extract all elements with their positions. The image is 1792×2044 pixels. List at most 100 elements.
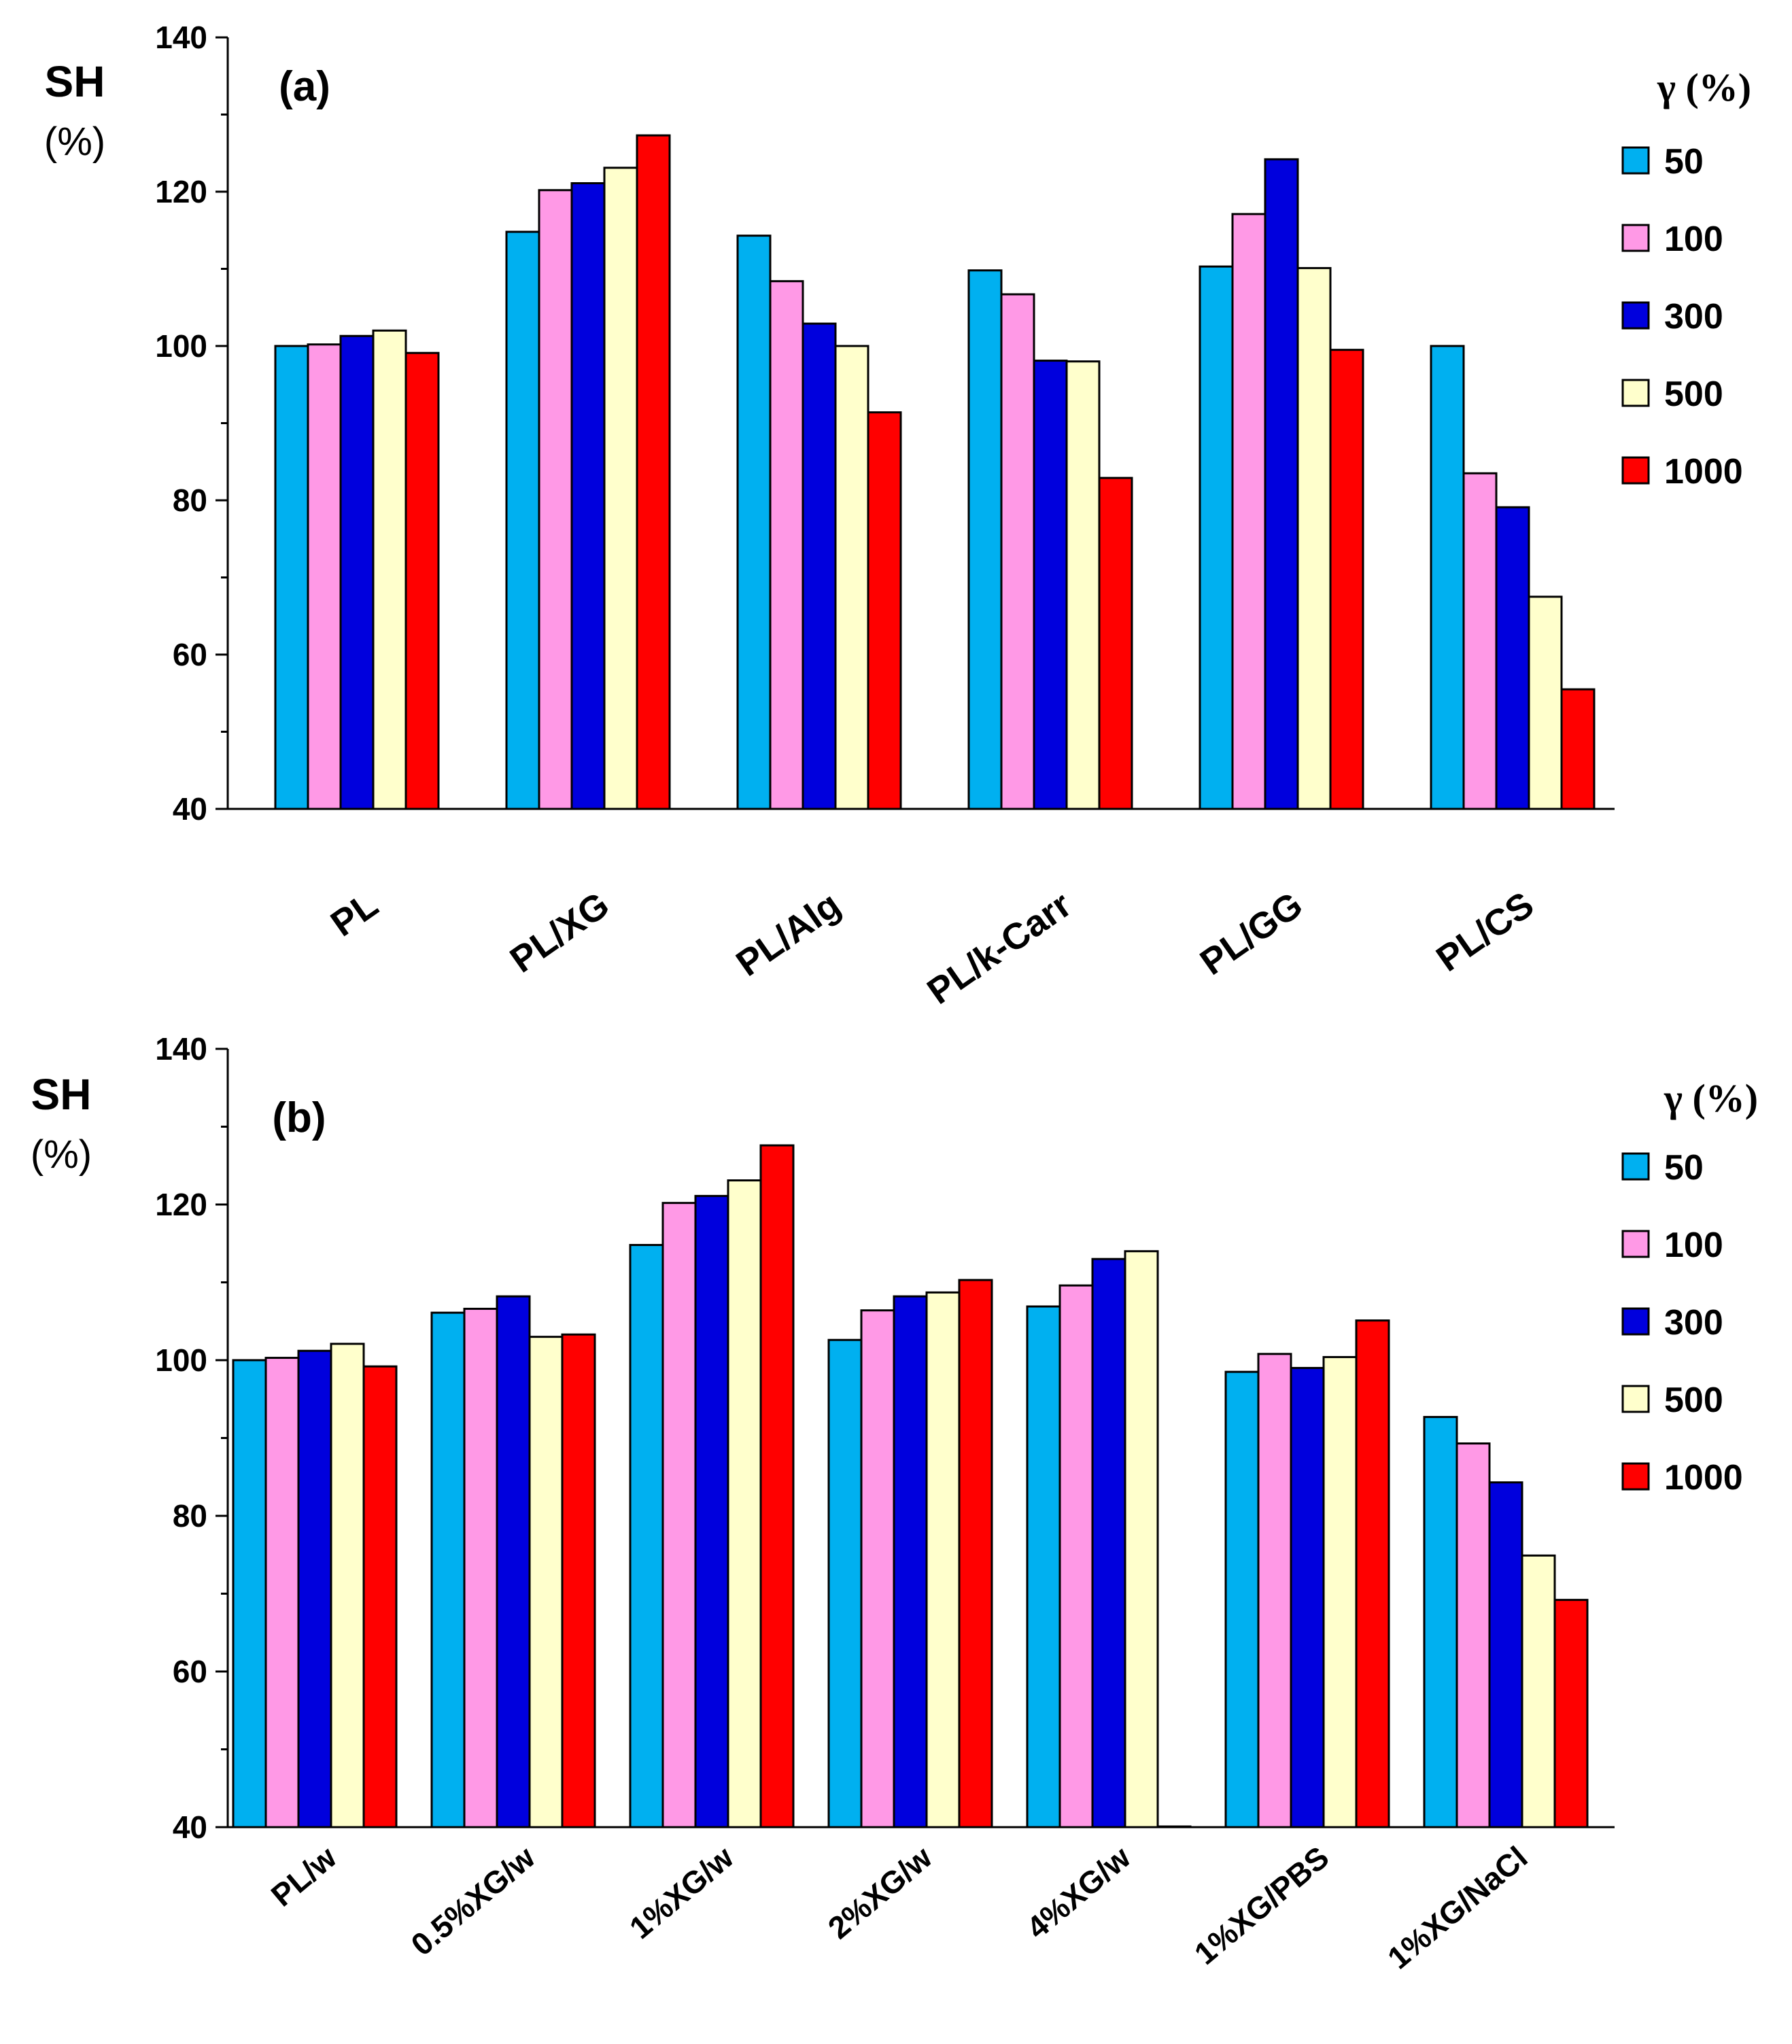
bar	[1156, 1825, 1192, 1829]
bar	[561, 1333, 596, 1829]
legend-swatch	[1621, 224, 1650, 252]
legend-label: 300	[1664, 297, 1723, 336]
bar	[330, 1343, 365, 1829]
bar	[1231, 213, 1267, 810]
bar	[404, 351, 440, 810]
bar	[430, 1311, 466, 1829]
bar	[372, 329, 407, 810]
bar	[802, 322, 837, 810]
y-tick-label: 60	[173, 637, 207, 672]
bar	[232, 1359, 267, 1829]
bar	[1329, 349, 1364, 810]
x-tick-label: 1%XG/w	[623, 1839, 740, 1946]
y-tick-label: 40	[173, 791, 207, 827]
bar	[570, 182, 606, 810]
bar	[958, 1279, 993, 1829]
x-tick-label: PL	[324, 884, 385, 945]
legend-label: 100	[1664, 1226, 1723, 1265]
x-tick-label: PL/Alg	[729, 884, 847, 984]
panel-label: (a)	[279, 63, 330, 110]
y-tick-label: 120	[155, 174, 207, 209]
x-tick-label: 2%XG/w	[821, 1839, 939, 1946]
legend-swatch	[1621, 1152, 1650, 1181]
bar	[925, 1291, 961, 1829]
bar	[1553, 1599, 1589, 1829]
legend-swatch	[1621, 146, 1650, 175]
y-tick-label: 120	[155, 1187, 207, 1222]
bar	[1026, 1305, 1061, 1829]
bar	[362, 1365, 398, 1829]
panel-label: (b)	[272, 1094, 326, 1141]
bar	[967, 269, 1003, 810]
bar	[1091, 1258, 1126, 1829]
bar	[1488, 1481, 1523, 1829]
x-tick-label: PL/XG	[503, 884, 617, 981]
bar	[538, 189, 573, 810]
panel-a: SH (%) (a) γ (%) 40 60 80 100 120 140 PL PL/XG P…	[44, 20, 1751, 1012]
bar	[834, 345, 869, 810]
legend-swatch	[1621, 1385, 1650, 1413]
y-axis-unit: (%)	[31, 1132, 92, 1177]
bar	[1495, 506, 1530, 810]
legend-label: 500	[1664, 1381, 1723, 1420]
bar	[1355, 1319, 1390, 1829]
bar	[505, 230, 540, 810]
bar	[264, 1357, 300, 1829]
bar	[1290, 1366, 1325, 1829]
bar	[629, 1244, 664, 1829]
legend-swatch	[1621, 379, 1650, 407]
bar	[496, 1295, 531, 1829]
legend-title: γ (%)	[1664, 1076, 1758, 1120]
legend-label: 100	[1664, 220, 1723, 259]
bar	[827, 1338, 863, 1829]
bar	[860, 1309, 895, 1829]
legend-label: 50	[1664, 142, 1704, 181]
bar	[661, 1202, 697, 1829]
y-tick-label: 140	[155, 20, 207, 55]
legend-label: 500	[1664, 375, 1723, 414]
bar	[1455, 1442, 1491, 1829]
x-tick-label: PL/k-Carr	[920, 884, 1079, 1013]
y-axis-unit: (%)	[44, 120, 105, 164]
bar	[1257, 1353, 1292, 1829]
y-tick-label: 140	[155, 1031, 207, 1067]
legend-label: 1000	[1664, 452, 1743, 491]
bar	[1124, 1250, 1159, 1829]
bar	[307, 343, 342, 810]
y-tick-label: 60	[173, 1654, 207, 1689]
legend-swatch	[1621, 1230, 1650, 1258]
legend-swatch	[1621, 301, 1650, 330]
bar	[759, 1144, 795, 1829]
y-tick-label: 80	[173, 483, 207, 518]
x-tick-label: 0.5%XG/w	[404, 1839, 542, 1962]
bar	[1058, 1284, 1094, 1829]
bar	[1098, 477, 1133, 810]
bar	[1462, 472, 1498, 810]
bar	[1521, 1554, 1556, 1829]
bar	[1000, 293, 1035, 810]
y-tick-label: 100	[155, 328, 207, 364]
legend-title: γ (%)	[1657, 65, 1751, 109]
y-tick-label: 40	[173, 1809, 207, 1845]
bar	[769, 280, 804, 810]
bar	[274, 345, 309, 810]
y-tick-label: 80	[173, 1498, 207, 1534]
bar	[339, 334, 375, 810]
bar	[1528, 595, 1563, 810]
bar	[603, 167, 638, 810]
bar	[1033, 360, 1068, 810]
legend-swatch	[1621, 456, 1650, 485]
legend-swatch	[1621, 1307, 1650, 1336]
bar	[528, 1336, 564, 1829]
legend-label: 50	[1664, 1148, 1704, 1188]
bar	[1264, 158, 1299, 810]
bar	[1199, 265, 1234, 810]
panel-b: SH (%) (b) γ (%) 40 60 80 100 120 140 PL/w 0.5%…	[31, 1031, 1758, 1976]
bar	[736, 235, 772, 810]
bar	[1423, 1416, 1458, 1829]
y-tick-label: 100	[155, 1343, 207, 1378]
y-axis-label: SH	[45, 57, 105, 106]
x-tick-label: 4%XG/w	[1020, 1839, 1137, 1946]
legend-label: 300	[1664, 1303, 1723, 1343]
